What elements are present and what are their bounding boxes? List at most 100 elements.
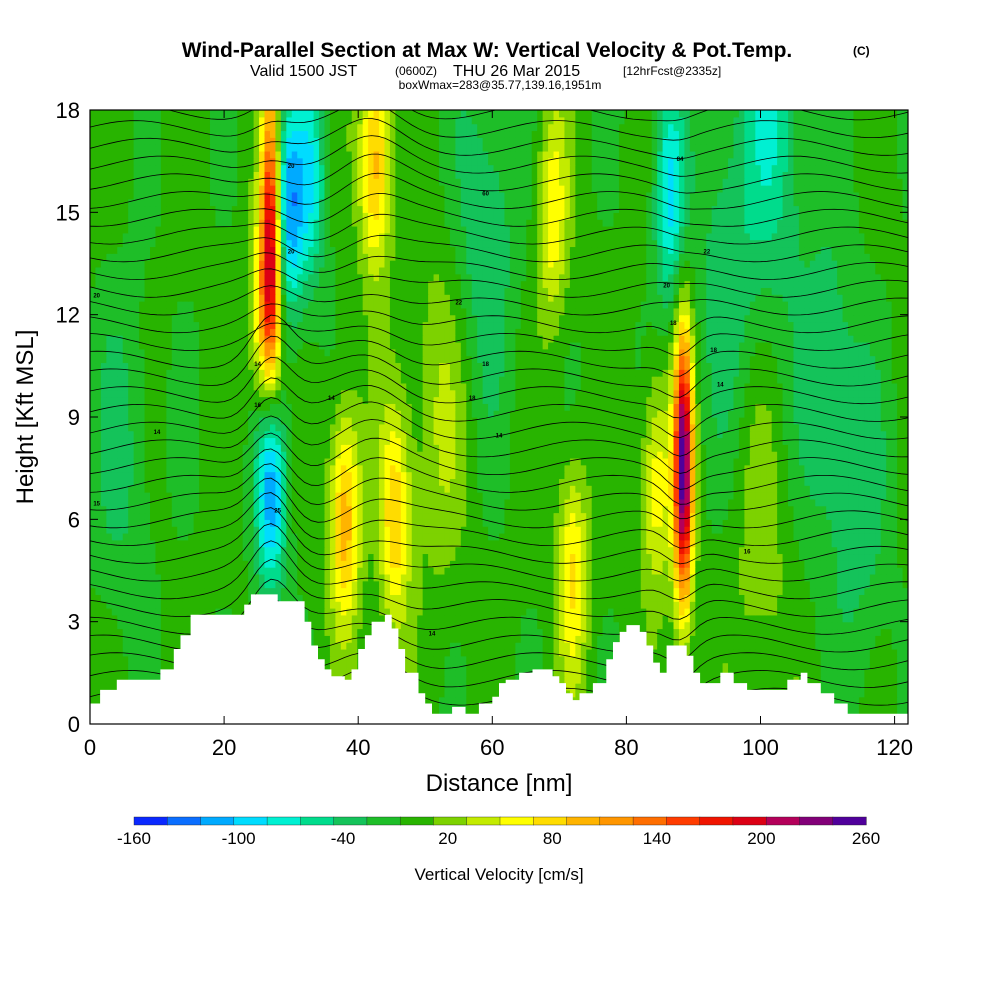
velocity-cell: [384, 512, 391, 520]
velocity-cell: [788, 594, 795, 602]
velocity-cell: [155, 621, 162, 630]
velocity-cell: [820, 573, 827, 582]
velocity-cell: [869, 587, 876, 595]
velocity-cell: [411, 539, 418, 548]
velocity-cell: [689, 519, 696, 527]
velocity-cell: [177, 539, 184, 548]
velocity-cell: [591, 567, 598, 575]
velocity-cell: [864, 512, 871, 520]
velocity-cell: [526, 580, 533, 589]
velocity-cell: [455, 539, 462, 548]
velocity-cell: [515, 519, 522, 527]
velocity-cell: [706, 553, 713, 561]
velocity-cell: [809, 512, 816, 520]
velocity-cell: [820, 498, 827, 507]
velocity-cell: [428, 648, 435, 657]
velocity-cell: [886, 648, 893, 657]
velocity-cell: [771, 676, 778, 684]
velocity-cell: [771, 560, 778, 568]
velocity-cell: [782, 505, 789, 514]
velocity-cell: [880, 580, 887, 589]
velocity-cell: [155, 512, 162, 520]
velocity-cell: [302, 498, 309, 507]
velocity-cell: [684, 608, 691, 616]
velocity-cell: [422, 648, 429, 657]
velocity-cell: [139, 526, 146, 534]
velocity-cell: [275, 519, 282, 527]
velocity-cell: [902, 628, 908, 636]
velocity-cell: [226, 587, 233, 595]
velocity-cell: [275, 512, 282, 520]
velocity-cell: [411, 580, 418, 589]
velocity-cell: [831, 676, 838, 684]
velocity-cell: [646, 498, 653, 507]
velocity-cell: [646, 539, 653, 548]
velocity-cell: [744, 635, 751, 643]
velocity-cell: [149, 532, 157, 541]
velocity-cell: [351, 573, 358, 582]
velocity-cell: [193, 608, 200, 616]
velocity-cell: [439, 546, 446, 555]
velocity-cell: [329, 553, 336, 561]
velocity-cell: [466, 567, 473, 575]
velocity-cell: [695, 573, 702, 582]
velocity-cell: [902, 676, 908, 684]
velocity-cell: [379, 519, 386, 527]
velocity-cell: [755, 546, 762, 555]
velocity-cell: [106, 635, 113, 643]
velocity-cell: [662, 628, 669, 636]
velocity-cell: [853, 553, 860, 561]
velocity-cell: [689, 642, 696, 650]
velocity-cell: [580, 580, 587, 589]
velocity-cell: [597, 553, 604, 561]
velocity-cell: [809, 628, 816, 636]
velocity-cell: [891, 587, 898, 595]
velocity-cell: [580, 519, 587, 527]
velocity-cell: [209, 573, 217, 582]
velocity-cell: [188, 492, 195, 500]
velocity-cell: [177, 546, 184, 555]
velocity-cell: [269, 567, 277, 575]
velocity-cell: [869, 628, 876, 636]
velocity-cell: [733, 608, 740, 616]
velocity-cell: [902, 567, 908, 575]
velocity-cell: [782, 635, 789, 643]
velocity-cell: [128, 546, 135, 555]
velocity-cell: [804, 519, 811, 527]
velocity-cell: [771, 594, 778, 602]
velocity-cell: [738, 587, 745, 595]
velocity-cell: [673, 614, 680, 623]
velocity-cell: [411, 594, 418, 602]
velocity-cell: [493, 573, 500, 582]
velocity-cell: [455, 546, 462, 555]
velocity-cell: [466, 505, 473, 514]
velocity-cell: [384, 498, 391, 507]
velocity-cell: [635, 546, 642, 555]
velocity-cell: [466, 519, 473, 527]
velocity-cell: [580, 573, 587, 582]
velocity-cell: [537, 532, 544, 541]
velocity-cell: [542, 655, 549, 664]
velocity-cell: [280, 560, 287, 568]
velocity-cell: [280, 546, 287, 555]
velocity-cell: [220, 539, 227, 548]
velocity-cell: [264, 546, 271, 555]
velocity-cell: [177, 628, 184, 636]
velocity-cell: [820, 635, 827, 643]
velocity-cell: [809, 546, 816, 555]
velocity-cell: [411, 546, 418, 555]
velocity-cell: [275, 498, 282, 507]
velocity-cell: [499, 539, 506, 548]
velocity-cell: [755, 573, 762, 582]
velocity-cell: [400, 512, 407, 520]
velocity-cell: [482, 628, 489, 636]
velocity-cell: [449, 587, 456, 595]
velocity-cell: [264, 580, 271, 589]
velocity-cell: [106, 601, 113, 609]
velocity-cell: [357, 553, 364, 561]
velocity-cell: [853, 539, 860, 548]
velocity-cell: [439, 703, 446, 711]
velocity-cell: [575, 580, 582, 589]
velocity-cell: [673, 573, 680, 582]
velocity-cell: [439, 669, 446, 677]
